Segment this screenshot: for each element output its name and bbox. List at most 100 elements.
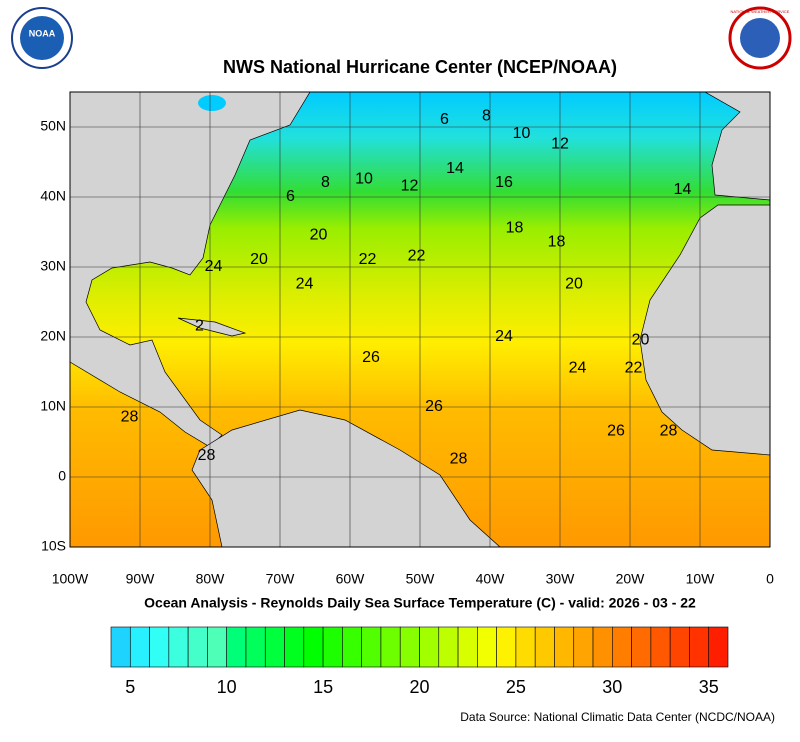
lon-tick-label: 80W [196,571,226,587]
colorbar-box [322,626,343,668]
colorbar-label: 35 [699,677,719,697]
contour-label: 28 [450,451,468,468]
colorbar-box [631,626,652,668]
contour-label: 26 [607,423,625,440]
lake [198,95,226,111]
colorbar-box [612,626,632,668]
contour-label: 28 [198,447,216,464]
colorbar-box [419,626,440,668]
contour-label: 8 [321,174,330,191]
contour-label: 26 [362,349,380,366]
colorbar-label: 30 [602,677,622,697]
land-africa [639,204,770,456]
contour-label: 26 [425,398,443,415]
colorbar-box [149,626,170,668]
logo-text: NATIONAL WEATHER SERVICE [731,9,790,14]
colorbar-box [168,626,189,668]
land-cuba [177,317,247,337]
contour-label: 20 [632,332,650,349]
colorbar-box [496,626,517,668]
logo-noaa: NOAA [11,7,73,69]
contour-label: 24 [569,360,587,377]
contour-label: 20 [310,227,328,244]
colorbar-box [534,626,555,668]
colorbar-box [284,626,305,668]
colorbar-box [264,626,285,668]
contour-label: 24 [296,276,314,293]
colorbar-box [110,626,131,668]
colorbar-label: 15 [313,677,333,697]
lon-tick-label: 10W [686,571,716,587]
lat-tick-label: 20N [40,328,66,344]
contour-label: 22 [625,360,643,377]
colorbar-box [477,626,497,668]
lon-tick-label: 20W [616,571,646,587]
lat-tick-label: 0 [58,468,66,484]
contour-label: 16 [495,174,513,191]
colorbar-box [554,626,575,668]
logo-text: NOAA [29,28,56,38]
lat-tick-label: 50N [40,118,66,134]
logo-nws: NATIONAL WEATHER SERVICE [728,6,792,70]
lon-tick-label: 30W [546,571,576,587]
contour-label: 24 [495,328,513,345]
colorbar-box [573,626,594,668]
contour-label: 20 [565,276,583,293]
contour-label: 10 [513,125,531,142]
title: NWS National Hurricane Center (NCEP/NOAA… [223,57,617,77]
colorbar-box [438,626,459,668]
colorbar-box [207,626,227,668]
colorbar-box [303,626,324,668]
colorbar-box [361,626,382,668]
colorbar-box [342,626,362,668]
caption: Ocean Analysis - Reynolds Daily Sea Surf… [144,595,696,611]
lat-tick-label: 10S [41,538,66,554]
colorbar-box [592,626,613,668]
contour-label: 14 [446,160,464,177]
lat-tick-label: 10N [40,398,66,414]
contour-label: 8 [482,108,491,125]
contour-label: 14 [674,181,692,198]
colorbar-box [515,626,536,668]
map-frame [69,91,771,548]
lat-tick-label: 30N [40,258,66,274]
colorbar-box [226,626,247,668]
contour-label: 18 [548,234,566,251]
lon-tick-label: 100W [52,571,89,587]
colorbar-box [708,626,729,668]
land-north-america [70,92,311,448]
contour-label: 12 [401,178,419,195]
colorbar-label: 10 [217,677,237,697]
contour-label: 10 [355,171,373,188]
lon-tick-label: 0 [766,571,774,587]
contour-label: 6 [440,111,449,128]
contour-label: 22 [359,251,377,268]
contour-label: 24 [205,258,223,275]
contour-label: 22 [408,248,426,265]
contour-label: 18 [506,220,524,237]
contour-label: 28 [660,423,678,440]
land-south-america [191,409,501,547]
lon-tick-label: 50W [406,571,436,587]
colorbar-box [129,626,150,668]
colorbar-box [399,626,420,668]
contour-label: 28 [121,409,139,426]
lat-tick-label: 40N [40,188,66,204]
contour-label: 20 [250,251,268,268]
colorbar-label: 5 [125,677,135,697]
contour-label: 6 [286,188,295,205]
colorbar-box [187,626,208,668]
colorbar-box [245,626,266,668]
colorbar-box [457,626,478,668]
colorbar-box [380,626,401,668]
lon-tick-label: 40W [476,571,506,587]
land-europe [704,92,770,201]
contour-label: 2 [195,318,204,335]
colorbar-box [650,626,671,668]
lon-tick-label: 90W [126,571,156,587]
contour-label: 12 [551,136,569,153]
source: Data Source: National Climatic Data Cent… [460,710,775,724]
colorbar-label: 20 [409,677,429,697]
lon-tick-label: 60W [336,571,366,587]
